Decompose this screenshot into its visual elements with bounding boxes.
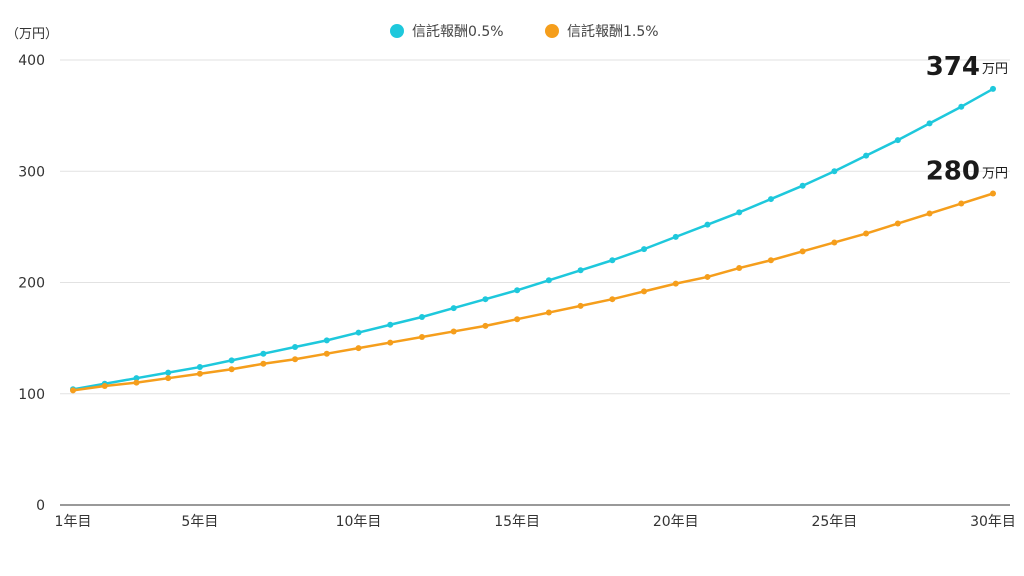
series-line-1 (72, 192, 994, 392)
legend-marker-0 (390, 24, 404, 38)
data-point (133, 375, 140, 382)
data-point (355, 329, 362, 336)
x-tick-label-30: 30年目 (970, 514, 1016, 530)
legend-label-1: 信託報酬1.5% (567, 24, 659, 40)
data-point (418, 334, 425, 341)
data-point (292, 356, 299, 363)
data-point (292, 344, 299, 351)
x-tick-label-10: 10年目 (336, 514, 382, 530)
x-tick-label-1: 1年目 (55, 514, 92, 530)
data-point (704, 273, 711, 280)
data-point (831, 168, 838, 175)
data-point (196, 364, 203, 371)
series-line-0 (72, 87, 994, 391)
data-point (228, 357, 235, 364)
data-point (450, 328, 457, 335)
data-point (799, 182, 806, 189)
series-1 (70, 190, 996, 394)
data-point (323, 350, 330, 357)
data-point (926, 210, 933, 217)
y-tick-label-100: 100 (18, 387, 45, 403)
data-point (799, 248, 806, 255)
legend-marker-1 (545, 24, 559, 38)
gridlines (60, 59, 1010, 395)
y-tick-label-300: 300 (18, 164, 45, 180)
data-point (894, 220, 901, 227)
data-point (482, 322, 489, 329)
legend-label-0: 信託報酬0.5% (412, 24, 504, 40)
data-point (545, 277, 552, 284)
data-point (863, 230, 870, 237)
data-point (387, 339, 394, 346)
data-point (736, 265, 743, 272)
data-point (672, 280, 679, 287)
data-point (609, 296, 616, 303)
data-point (450, 305, 457, 312)
data-point (482, 296, 489, 303)
data-point (165, 375, 172, 382)
end-value-unit-1: 万円 (982, 167, 1008, 182)
data-point (101, 382, 108, 389)
data-point (958, 103, 965, 110)
data-point (514, 287, 521, 294)
data-point (228, 366, 235, 373)
data-point (545, 309, 552, 316)
data-point (355, 345, 362, 352)
y-axis-unit-label: （万円） (6, 27, 58, 42)
data-point (831, 239, 838, 246)
data-point (323, 337, 330, 344)
axes: 0 100 200 300 400 1年目 5年目 10年目 15年目 20年目 25年目 30年目 (18, 53, 1016, 530)
data-point (672, 233, 679, 240)
data-point (641, 288, 648, 295)
data-point (133, 379, 140, 386)
x-tick-label-5: 5年目 (181, 514, 218, 530)
end-value-0: 374 (926, 52, 980, 82)
data-point (387, 321, 394, 328)
data-point (609, 257, 616, 264)
data-point (260, 350, 267, 357)
data-point (418, 313, 425, 320)
data-point (577, 302, 584, 309)
data-point (990, 85, 996, 92)
end-value-1: 280 (926, 157, 980, 187)
y-tick-label-0: 0 (36, 498, 45, 514)
data-point (514, 316, 521, 323)
data-point (958, 200, 965, 207)
data-point (704, 221, 711, 228)
data-point (926, 120, 933, 127)
data-point (641, 246, 648, 253)
end-value-unit-0: 万円 (982, 62, 1008, 77)
data-point (196, 370, 203, 377)
x-tick-label-25: 25年目 (811, 514, 857, 530)
x-tick-label-15: 15年目 (494, 514, 540, 530)
series-0 (70, 85, 996, 393)
data-point (577, 267, 584, 274)
data-point (990, 190, 996, 197)
data-point (767, 196, 774, 203)
data-point (767, 257, 774, 264)
legend: 信託報酬0.5% 信託報酬1.5% (390, 24, 659, 40)
y-tick-label-200: 200 (18, 276, 45, 292)
data-point (70, 387, 76, 394)
data-point (165, 369, 172, 376)
data-point (260, 360, 267, 367)
data-point (894, 137, 901, 144)
data-point (736, 209, 743, 216)
series-group (70, 85, 996, 394)
data-point (863, 152, 870, 159)
y-tick-label-400: 400 (18, 53, 45, 69)
x-tick-label-20: 20年目 (653, 514, 699, 530)
